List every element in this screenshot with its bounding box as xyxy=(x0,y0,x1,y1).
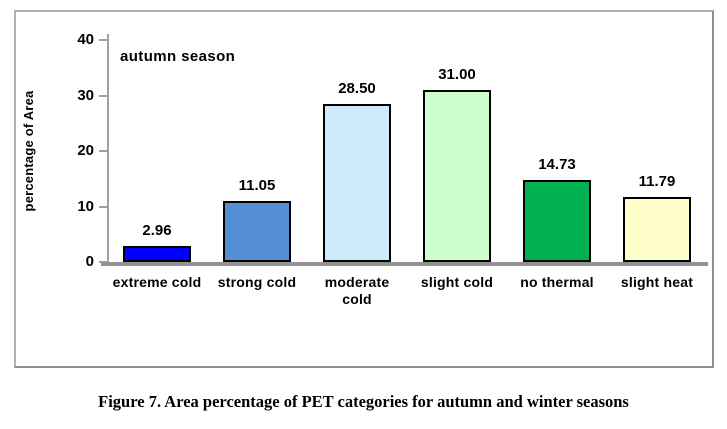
bar-value-label: 14.73 xyxy=(538,156,576,174)
bar-strong-cold xyxy=(223,200,291,262)
chart-frame: percentage of Area autumn season 0 10 20 30… xyxy=(14,10,714,368)
x-category-label: moderate cold xyxy=(324,274,390,307)
bar-value-label: 11.05 xyxy=(238,176,276,194)
y-tick-mark xyxy=(99,94,107,97)
y-tick-mark xyxy=(99,205,107,208)
bar-no-thermal xyxy=(523,180,591,262)
figure-caption: Figure 7. Area percentage of PET categor… xyxy=(98,392,629,411)
y-axis-title: percentage of Area xyxy=(21,90,36,212)
y-tick-label: 20 xyxy=(77,142,94,159)
x-category-label: extreme cold xyxy=(112,274,202,290)
y-tick-mark xyxy=(99,150,107,152)
bar-extreme-cold xyxy=(123,245,191,262)
y-tick-mark xyxy=(99,39,107,41)
x-axis-line xyxy=(101,262,708,266)
x-category-label: slight heat xyxy=(620,274,694,290)
bar-value-label: 31.00 xyxy=(438,65,476,83)
chart-title: autumn season xyxy=(120,48,236,65)
x-category-label: strong cold xyxy=(217,274,297,290)
bar-value-label: 28.50 xyxy=(338,79,376,97)
y-tick-label: 30 xyxy=(77,86,94,104)
y-axis-line xyxy=(107,34,109,266)
bar-moderate-cold xyxy=(323,103,391,262)
bar-value-label: 2.96 xyxy=(142,221,172,239)
x-category-label: slight cold xyxy=(420,274,494,290)
y-tick-label: 10 xyxy=(77,197,94,215)
y-tick-label: 0 xyxy=(85,253,94,270)
x-category-label: no thermal xyxy=(520,274,594,290)
x-axis-labels: extreme cold strong cold moderate cold slig… xyxy=(107,274,707,308)
y-tick-label: 40 xyxy=(77,31,94,48)
bar-value-label: 11.79 xyxy=(638,172,676,190)
bar-slight-heat xyxy=(623,196,691,262)
bar-slight-cold xyxy=(423,89,491,262)
